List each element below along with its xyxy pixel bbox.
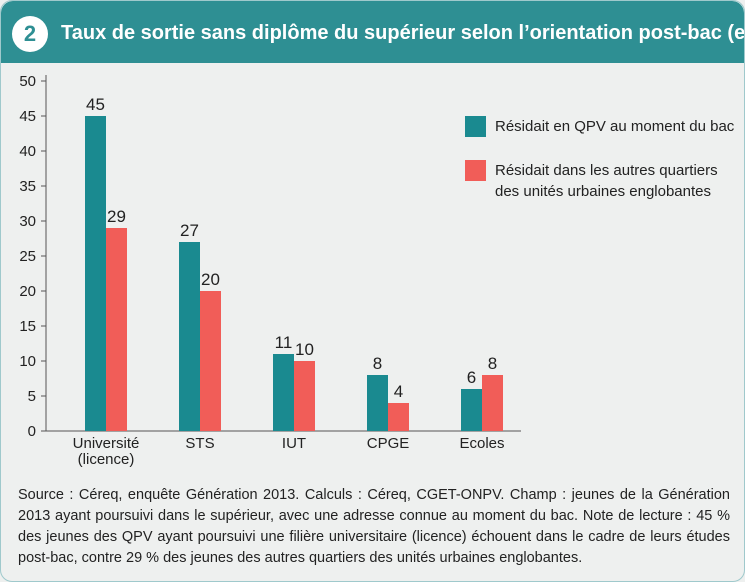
bar-value-label: 27	[180, 221, 199, 240]
y-tick-label: 35	[19, 178, 36, 195]
y-tick-label: 0	[28, 423, 36, 440]
x-tick-label: Université	[73, 435, 140, 452]
y-tick-label: 15	[19, 318, 36, 335]
figure-number-badge: 2	[12, 16, 48, 52]
y-tick-label: 45	[19, 108, 36, 125]
bar-value-label: 4	[394, 382, 403, 401]
y-tick-label: 50	[19, 73, 36, 90]
bar	[294, 361, 315, 431]
bar	[179, 242, 200, 431]
bar-value-label: 11	[275, 333, 293, 352]
bar	[461, 389, 482, 431]
bar	[200, 291, 221, 431]
bar-value-label: 6	[467, 368, 476, 387]
bar-value-label: 8	[373, 354, 382, 373]
x-tick-label: CPGE	[367, 435, 410, 452]
y-tick-label: 25	[19, 248, 36, 265]
legend-swatch	[465, 160, 486, 181]
y-tick-label: 10	[19, 353, 36, 370]
x-tick-label: IUT	[282, 435, 306, 452]
bar-value-label: 45	[86, 95, 105, 114]
bar	[367, 375, 388, 431]
bar-value-label: 10	[295, 340, 314, 359]
bar-value-label: 8	[488, 354, 497, 373]
legend-label: Résidait en QPV au moment du bac	[495, 118, 735, 135]
bar	[106, 228, 127, 431]
legend-label: des unités urbaines englobantes	[495, 183, 711, 200]
figure-title: Taux de sortie sans diplôme du supérieur…	[61, 22, 745, 44]
bar	[388, 403, 409, 431]
x-tick-label: (licence)	[78, 451, 135, 468]
figure-header	[1, 1, 744, 63]
legend-swatch	[465, 116, 486, 137]
y-tick-label: 30	[19, 213, 36, 230]
bar	[85, 116, 106, 431]
y-tick-label: 20	[19, 283, 36, 300]
x-tick-label: STS	[185, 435, 214, 452]
bar	[273, 354, 294, 431]
bar-value-label: 20	[201, 270, 220, 289]
bar	[482, 375, 503, 431]
legend-label: Résidait dans les autres quartiers	[495, 162, 718, 179]
source-note: Source : Céreq, enquête Génération 2013.…	[18, 487, 730, 566]
bar-chart: 0 5 10 15 20 25 30 35 40 45 50 45 29 Université(licen…	[19, 73, 735, 468]
bar-value-label: 29	[107, 207, 126, 226]
y-tick-label: 40	[19, 143, 36, 160]
y-tick-label: 5	[28, 388, 36, 405]
x-tick-label: Ecoles	[459, 435, 504, 452]
